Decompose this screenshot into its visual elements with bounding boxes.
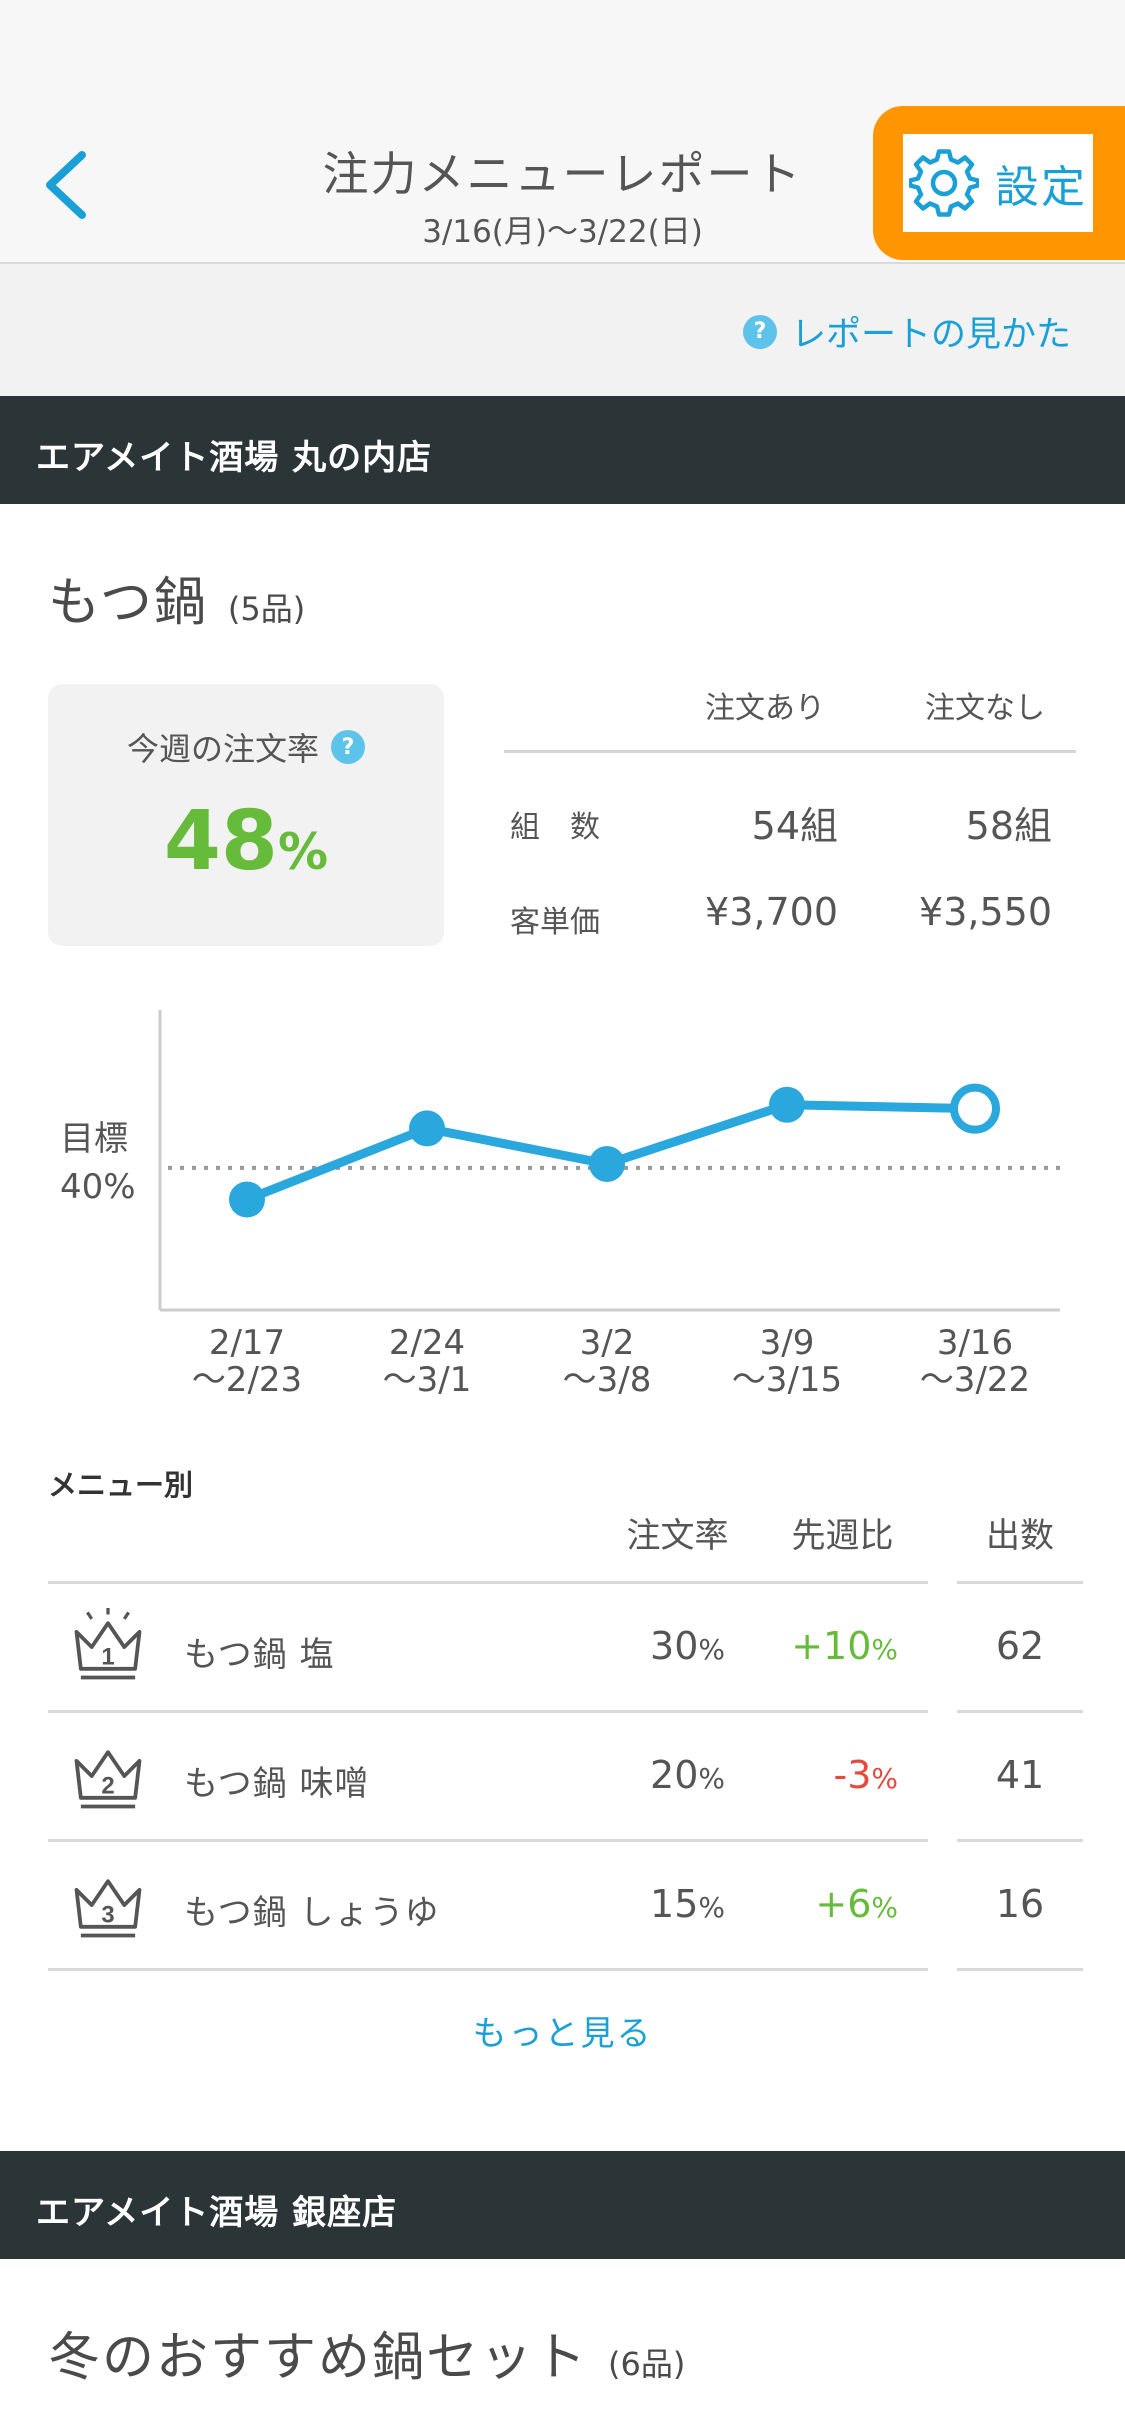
stat-header-without-order: 注文なし xyxy=(925,691,1045,726)
store-header-ginza: エアメイト酒場 銀座店 xyxy=(0,2151,1125,2259)
menu-count: (5品) xyxy=(227,590,306,628)
rank-number: 2 xyxy=(101,1772,114,1799)
stats-divider xyxy=(504,750,1076,753)
rank-crown-icon: 3 xyxy=(74,1879,142,1938)
menu-row: 2 もつ鍋 味噌 20% -3% 41 xyxy=(0,1713,1125,1842)
help-icon: ? xyxy=(742,314,777,349)
menu-heading: もつ鍋 (5品) xyxy=(48,560,305,635)
row-divider xyxy=(48,1968,928,1971)
rank-number: 1 xyxy=(101,1643,114,1670)
menu-breakdown-label: メニュー別 xyxy=(48,1468,194,1502)
howto-bar: ? レポートの見かた xyxy=(0,264,1125,396)
stat-header-with-order: 注文あり xyxy=(705,691,825,726)
menu-item-count: 41 xyxy=(995,1753,1045,1797)
menu-item-name: もつ鍋 塩 xyxy=(184,1635,335,1675)
stat-avg-spend-with: ¥3,700 xyxy=(705,890,838,934)
status-bar-area xyxy=(0,0,1125,90)
row-divider xyxy=(957,1710,1083,1713)
menu-item-name: もつ鍋 味噌 xyxy=(184,1764,370,1804)
menu-row: 1 もつ鍋 塩 30% +10% 62 xyxy=(0,1584,1125,1713)
menu-item-wow: +6% xyxy=(815,1882,898,1926)
nav-header: 注力メニューレポート 3/16(月)〜3/22(日) 設定 xyxy=(0,90,1125,264)
stat-label-groups: 組 数 xyxy=(510,810,600,845)
store-name: エアメイト酒場 銀座店 xyxy=(36,2193,398,2233)
menu-item-wow: -3% xyxy=(833,1753,899,1797)
target-label: 目標 40% xyxy=(60,1119,136,1207)
x-tick-label: 2/24 〜3/1 xyxy=(382,1323,472,1400)
see-more-link[interactable]: もっと見る xyxy=(472,2014,653,2054)
chevron-left-icon xyxy=(46,151,86,219)
row-divider xyxy=(48,1839,928,1842)
gear-icon xyxy=(909,149,979,217)
weekly-order-rate-card: 今週の注文率 ? 48% xyxy=(48,684,444,946)
x-tick-label: 3/2 〜3/8 xyxy=(562,1323,652,1400)
row-divider xyxy=(957,1839,1083,1842)
settings-label: 設定 xyxy=(995,162,1087,213)
menu-row: 3 もつ鍋 しょうゆ 15% +6% 16 xyxy=(0,1842,1125,1971)
table-divider xyxy=(48,1581,928,1584)
week-data-point xyxy=(769,1086,805,1123)
row-divider xyxy=(957,1968,1083,1971)
stat-label-avg-spend: 客単価 xyxy=(510,905,600,940)
stat-groups-with: 54組 xyxy=(751,804,838,848)
col-header-rate: 注文率 xyxy=(626,1516,729,1556)
settings-button[interactable]: 設定 xyxy=(903,134,1093,232)
row-divider xyxy=(48,1710,928,1713)
week-data-point xyxy=(589,1145,625,1182)
x-tick-label: 3/9 〜3/15 xyxy=(731,1323,843,1400)
menu-title: もつ鍋 xyxy=(48,573,208,633)
order-rate-label: 今週の注文率 xyxy=(126,730,319,768)
menu-item-count: 16 xyxy=(995,1882,1045,1926)
table-divider xyxy=(957,1581,1083,1584)
back-button[interactable] xyxy=(30,145,110,225)
store-name: エアメイト酒場 丸の内店 xyxy=(36,438,433,478)
menu-item-rate: 20% xyxy=(650,1753,725,1797)
week-data-point xyxy=(409,1110,445,1147)
week-data-point xyxy=(229,1181,265,1218)
order-rate-value: 48% xyxy=(163,794,329,889)
menu-item-count: 62 xyxy=(995,1624,1045,1668)
menu-item-rate: 30% xyxy=(650,1624,725,1668)
report-guide-link[interactable]: ? レポートの見かた xyxy=(742,306,1071,357)
current-week-point xyxy=(950,1083,1000,1134)
menu-title: 冬のおすすめ鍋セット xyxy=(48,2328,589,2388)
stat-avg-spend-without: ¥3,550 xyxy=(919,890,1052,934)
menu-count: (6品) xyxy=(608,2345,686,2383)
stat-groups-without: 58組 xyxy=(965,804,1052,848)
rank-number: 3 xyxy=(101,1901,114,1928)
page-title: 注力メニューレポート xyxy=(322,147,803,201)
date-range-subtitle: 3/16(月)〜3/22(日) xyxy=(422,214,703,250)
store-header-marunouchi: エアメイト酒場 丸の内店 xyxy=(0,396,1125,504)
menu-heading: 冬のおすすめ鍋セット (6品) xyxy=(48,2315,685,2390)
menu-item-name: もつ鍋 しょうゆ xyxy=(184,1893,440,1933)
col-header-count: 出数 xyxy=(986,1516,1054,1556)
x-tick-label: 3/16 〜3/22 xyxy=(919,1323,1031,1400)
x-tick-label: 2/17 〜2/23 xyxy=(191,1323,303,1400)
menu-item-rate: 15% xyxy=(650,1882,725,1926)
help-icon[interactable]: ? xyxy=(331,730,365,764)
menu-item-wow: +10% xyxy=(791,1624,898,1668)
rank-crown-icon: 1 xyxy=(74,1608,142,1680)
rank-crown-icon: 2 xyxy=(74,1750,142,1809)
col-header-wow: 先週比 xyxy=(791,1516,894,1556)
report-guide-label: レポートの見かた xyxy=(790,315,1071,355)
order-rate-chart xyxy=(158,1010,1060,1312)
